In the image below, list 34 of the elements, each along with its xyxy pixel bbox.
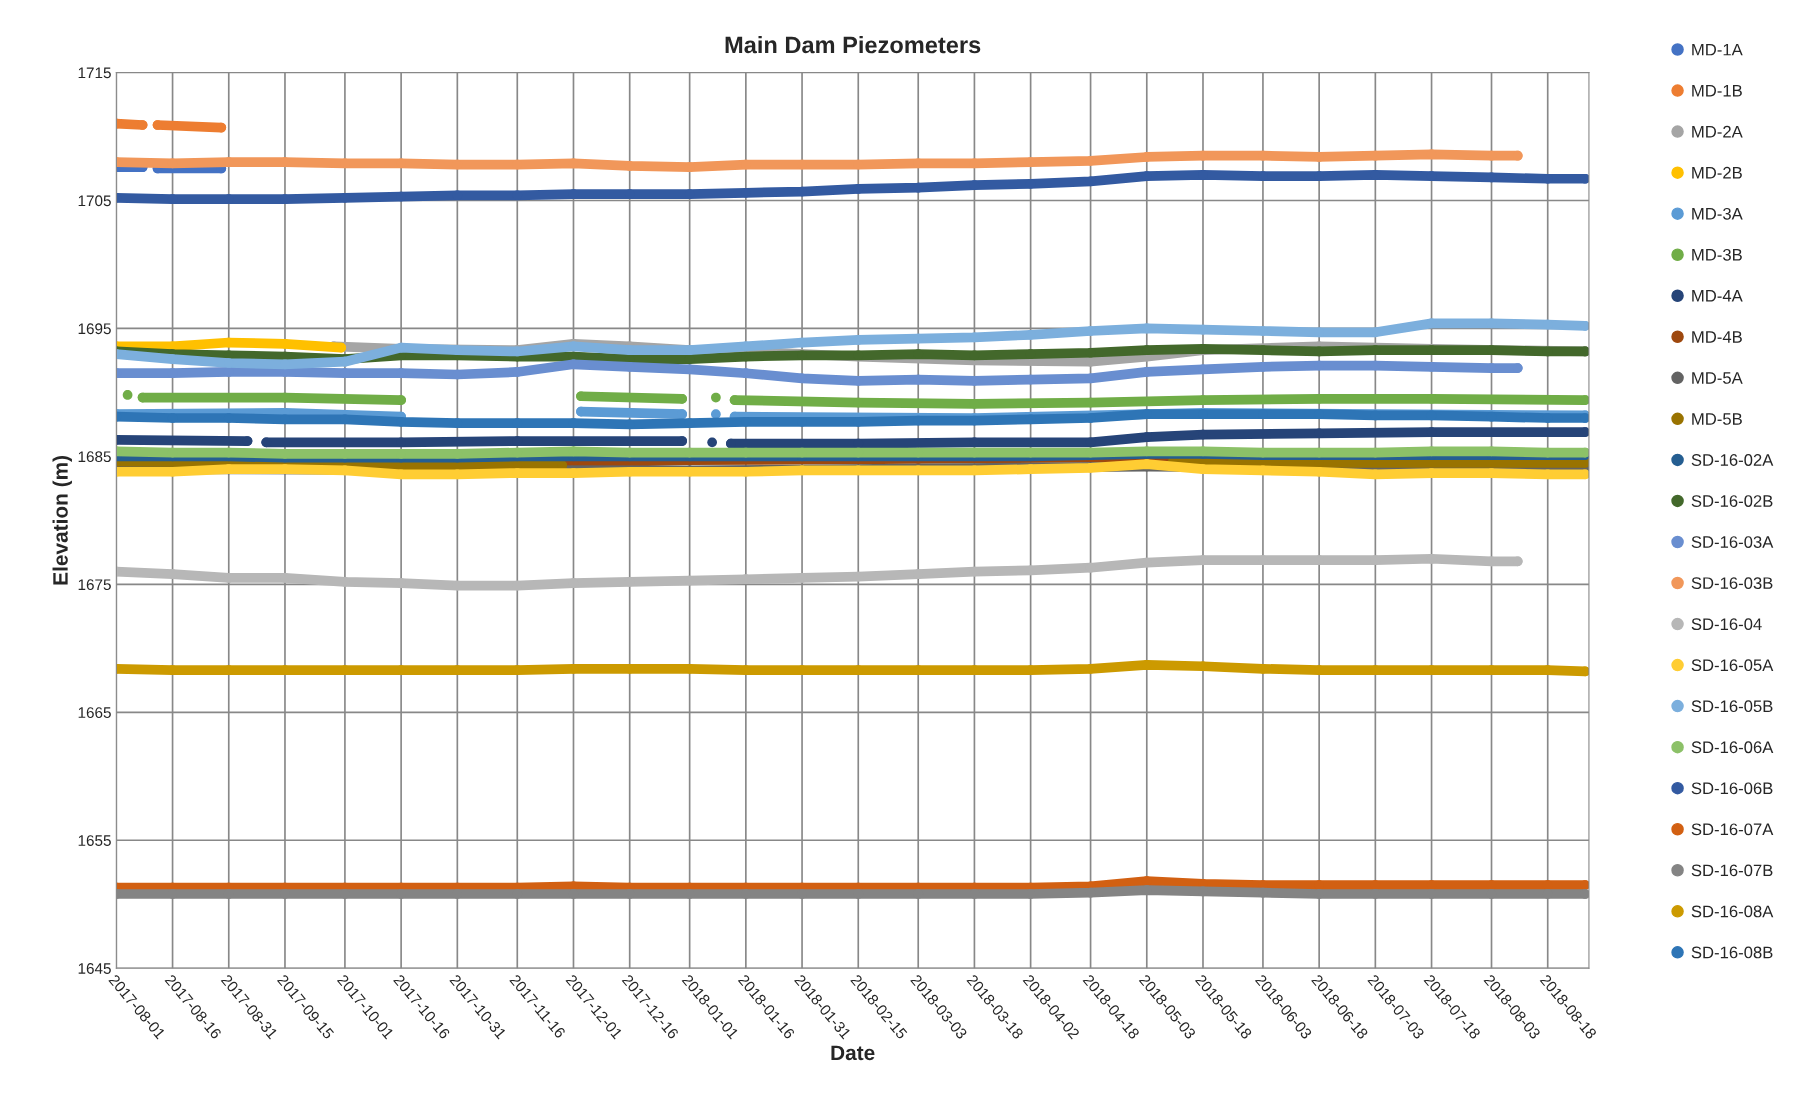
y-tick-label: 1715 (78, 67, 111, 79)
legend-label: MD-4A (1692, 290, 1743, 302)
legend-label: MD-2A (1692, 125, 1743, 138)
y-tick-label: 1645 (78, 963, 111, 974)
legend-label: SD-16-02A (1691, 454, 1774, 466)
legend-label: MD-4B (1692, 331, 1742, 343)
legend-label: MD-3B (1692, 248, 1742, 261)
legend-label: SD-16-08A (1691, 905, 1774, 918)
legend-label: SD-16-08B (1691, 946, 1773, 959)
legend-label: SD-16-03B (1691, 577, 1773, 590)
legend-label: SD-16-07B (1691, 864, 1773, 877)
legend-label: SD-16-05A (1691, 659, 1774, 672)
chart-title: Main Dam Piezometers (725, 35, 981, 54)
legend-label: MD-3A (1692, 207, 1743, 220)
legend-label: MD-5B (1692, 413, 1742, 425)
y-tick-label: 1705 (78, 195, 111, 207)
x-axis-title: Date (831, 1045, 875, 1061)
y-tick-label: 1675 (78, 579, 111, 591)
legend-label: SD-16-06A (1691, 741, 1774, 754)
y-tick-label: 1695 (78, 323, 111, 335)
y-tick-label: 1665 (78, 707, 111, 718)
legend-label: SD-16-04 (1691, 618, 1762, 631)
legend-label: MD-5A (1692, 372, 1743, 384)
legend-label: SD-16-05B (1691, 700, 1773, 713)
legend-label: SD-16-03A (1691, 536, 1774, 548)
legend-label: SD-16-07A (1691, 823, 1774, 836)
legend-label: SD-16-06B (1691, 782, 1773, 795)
y-axis-title: Elevation (m) (52, 456, 72, 585)
legend-label: MD-1B (1692, 84, 1742, 97)
legend-label: SD-16-02B (1691, 495, 1773, 507)
legend-label: MD-1A (1692, 43, 1743, 56)
legend-label: MD-2B (1692, 166, 1742, 179)
y-tick-label: 1655 (78, 835, 111, 846)
y-tick-label: 1685 (78, 451, 111, 463)
